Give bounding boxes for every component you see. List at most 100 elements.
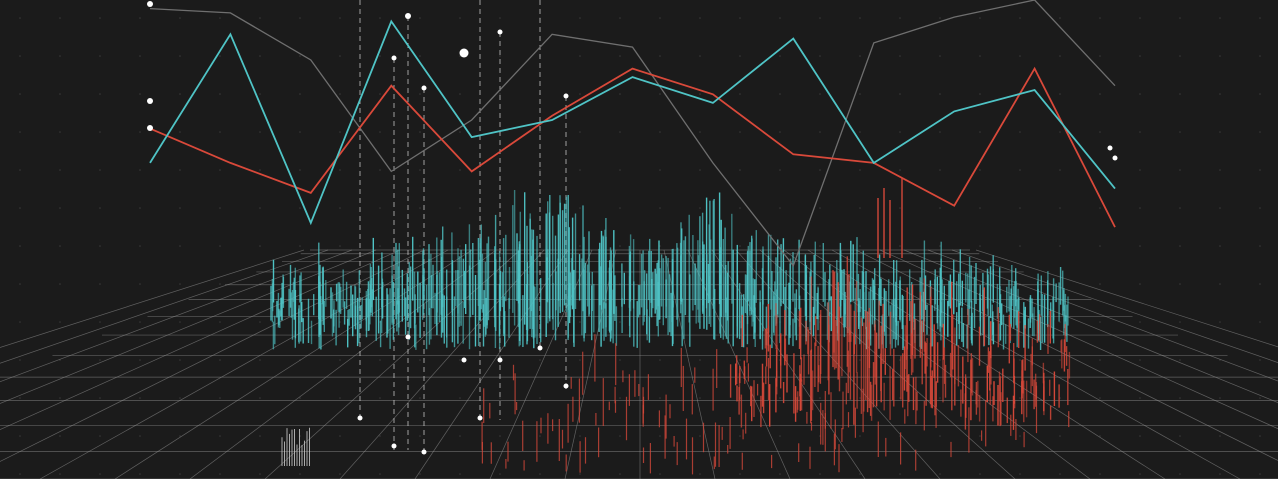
grid-dot <box>1179 473 1181 475</box>
marker-dot <box>1112 155 1118 161</box>
grid-dot <box>179 93 181 95</box>
grid-dot <box>1219 169 1221 171</box>
grid-dot <box>619 435 621 437</box>
grid-dot <box>19 245 21 247</box>
grid-dot <box>1019 397 1021 399</box>
grid-dot <box>459 245 461 247</box>
grid-dot <box>979 245 981 247</box>
grid-dot <box>779 131 781 133</box>
grid-dot <box>379 359 381 361</box>
grid-dot <box>99 207 101 209</box>
grid-dot <box>259 93 261 95</box>
grid-dot <box>859 435 861 437</box>
grid-dot <box>1019 245 1021 247</box>
grid-dot <box>59 55 61 57</box>
grid-dot <box>1139 93 1141 95</box>
grid-dot <box>899 93 901 95</box>
grid-dot <box>1059 245 1061 247</box>
grid-dot <box>179 17 181 19</box>
grid-dot <box>699 359 701 361</box>
grid-dot <box>859 245 861 247</box>
grid-dot <box>179 207 181 209</box>
grid-dot <box>1139 473 1141 475</box>
grid-dot <box>339 131 341 133</box>
grid-dot <box>979 93 981 95</box>
grid-dot <box>299 131 301 133</box>
grid-dot <box>499 473 501 475</box>
grid-dot <box>899 17 901 19</box>
floor-grid-line <box>189 249 497 479</box>
grid-dot <box>459 93 461 95</box>
grid-dot <box>379 17 381 19</box>
grid-dot <box>579 17 581 19</box>
grid-dot <box>59 169 61 171</box>
grid-dot <box>819 17 821 19</box>
grid-dot <box>379 397 381 399</box>
grid-dot <box>179 169 181 171</box>
grid-dot <box>1259 397 1261 399</box>
grid-dot <box>739 55 741 57</box>
marker-dot <box>497 357 503 363</box>
grid-dot <box>1179 207 1181 209</box>
grid-dot <box>939 435 941 437</box>
grid-dot <box>899 473 901 475</box>
grid-dot <box>1019 17 1021 19</box>
grid-dot <box>619 397 621 399</box>
grid-dot <box>659 93 661 95</box>
floor-grid-line <box>927 249 1278 382</box>
grid-dot <box>1019 321 1021 323</box>
grid-dot <box>419 131 421 133</box>
grid-dot <box>899 55 901 57</box>
grid-dot <box>979 473 981 475</box>
grid-dot <box>579 435 581 437</box>
grid-dot <box>1139 17 1141 19</box>
grid-dot <box>1259 131 1261 133</box>
grid-dot <box>819 55 821 57</box>
grid-dot <box>1219 473 1221 475</box>
grid-dot <box>459 359 461 361</box>
floor-grid-line <box>687 249 791 479</box>
grid-dot <box>99 359 101 361</box>
grid-dot <box>179 55 181 57</box>
grid-dot <box>179 131 181 133</box>
grid-dot <box>1099 283 1101 285</box>
grid-dot <box>139 397 141 399</box>
grid-dot <box>339 435 341 437</box>
grid-dot <box>1179 283 1181 285</box>
grid-dot <box>179 321 181 323</box>
grid-dot <box>419 473 421 475</box>
grid-dot <box>179 283 181 285</box>
grid-dot <box>419 55 421 57</box>
grid-dot <box>499 93 501 95</box>
grid-dot <box>1179 359 1181 361</box>
grid-dot <box>179 473 181 475</box>
grid-dot <box>699 131 701 133</box>
floor-grid-line <box>855 249 1278 461</box>
grid-dot <box>579 207 581 209</box>
grid-dot <box>1099 207 1101 209</box>
grid-dot <box>619 169 621 171</box>
grid-dot <box>59 397 61 399</box>
grid-dot <box>539 397 541 399</box>
grid-dot <box>859 93 861 95</box>
grid-dot <box>459 131 461 133</box>
floor-grid-line <box>0 249 305 348</box>
grid-dot <box>219 473 221 475</box>
grid-dot <box>1099 55 1101 57</box>
grid-dot <box>459 17 461 19</box>
grid-dot <box>379 93 381 95</box>
grid-dot <box>1099 359 1101 361</box>
grid-dot <box>339 245 341 247</box>
marker-dot <box>497 29 503 35</box>
grid-dot <box>659 473 661 475</box>
line-series <box>149 66 1116 228</box>
grid-dot <box>1099 93 1101 95</box>
grid-dot <box>379 245 381 247</box>
grid-dot <box>539 473 541 475</box>
grid-dot <box>979 207 981 209</box>
grid-dot <box>539 435 541 437</box>
grid-dot <box>619 17 621 19</box>
floor-grid-line <box>951 249 1278 363</box>
grid-dot <box>739 17 741 19</box>
grid-dot <box>699 397 701 399</box>
